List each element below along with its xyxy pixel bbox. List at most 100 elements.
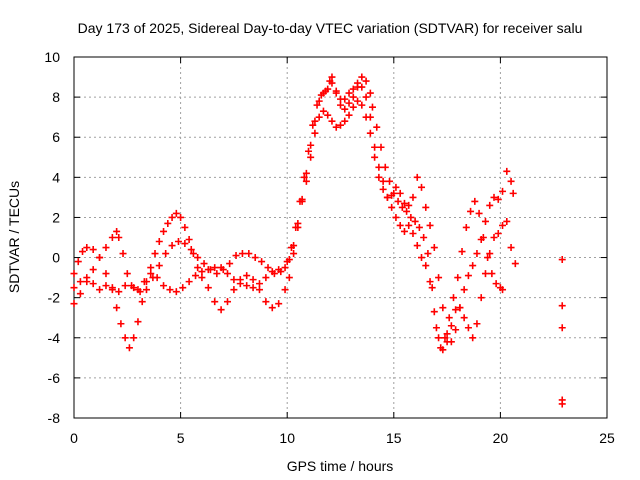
data-point [164,219,172,227]
data-point [172,209,180,217]
data-point [445,314,453,322]
data-point [403,207,411,215]
data-point [337,121,344,129]
data-point [108,284,116,292]
data-point [383,193,391,201]
data-point [443,330,451,338]
x-tick-label: 25 [599,430,615,446]
data-point [243,282,251,290]
data-point [467,207,475,215]
x-tick-label: 15 [386,430,402,446]
data-point [213,270,221,278]
data-point [386,177,394,185]
data-point [435,334,443,342]
data-point [83,274,91,282]
data-point [315,97,323,105]
y-axis-label: SDTVAR / TECUs [6,181,22,293]
data-point [281,264,289,272]
data-point [337,101,344,109]
x-tick-label: 5 [177,430,185,446]
data-point [319,107,327,115]
data-point [400,199,408,207]
data-point [160,282,168,290]
data-point [194,254,202,262]
data-point [426,278,434,286]
data-point [160,227,168,235]
data-point [128,282,136,290]
data-point [332,87,340,95]
y-tick-label: -6 [48,370,61,386]
data-point [407,213,415,221]
data-point [172,288,180,296]
data-point [488,270,496,278]
data-point [332,123,340,131]
data-point [102,270,110,278]
data-point [449,294,457,302]
data-point [79,248,87,256]
data-point [125,344,133,352]
data-point [341,105,349,113]
data-point [194,264,202,272]
data-point [420,234,428,241]
data-point [358,83,366,91]
data-point [226,260,234,268]
data-point [362,93,370,101]
data-point [108,234,116,241]
data-point [481,217,489,225]
data-point [70,300,78,308]
data-point [302,169,310,177]
data-point [302,177,310,185]
data-point [168,242,176,250]
data-point [251,254,259,262]
y-tick-label: 4 [52,169,60,185]
data-point [388,203,396,211]
data-point [121,282,129,290]
data-point [305,147,313,155]
data-point [102,282,110,290]
data-point [181,240,189,248]
data-point [558,256,566,264]
y-tick-label: -4 [48,330,61,346]
data-point [76,278,84,286]
data-point [422,262,430,270]
data-points [70,73,566,408]
data-point [168,213,176,221]
data-point [96,254,104,262]
data-point [300,173,308,181]
data-point [373,123,381,131]
y-tick-label: 8 [52,89,60,105]
data-point [181,223,189,231]
data-point [211,298,219,306]
data-point [121,334,129,342]
data-point [358,101,366,109]
data-point [452,306,460,314]
data-point [494,229,502,237]
data-point [490,193,498,201]
data-point [443,338,451,346]
data-point [464,272,472,280]
data-point [200,260,208,268]
data-point [142,286,150,294]
data-point [428,284,436,292]
data-point [341,117,349,125]
x-tick-label: 0 [70,430,78,446]
data-point [477,294,485,302]
data-point [432,324,440,332]
data-point [469,334,477,342]
data-point [503,167,511,175]
data-point [511,260,519,268]
data-point [311,117,319,125]
data-point [74,258,82,266]
data-point [217,264,225,272]
plot-frame [73,56,608,419]
data-point [255,286,263,294]
data-point [345,99,353,107]
data-point [349,93,357,101]
data-point [392,213,400,221]
x-axis-label: GPS time / hours [287,458,394,474]
x-tick-label: 20 [493,430,509,446]
data-point [155,262,163,270]
data-point [319,89,327,97]
data-point [341,95,349,103]
